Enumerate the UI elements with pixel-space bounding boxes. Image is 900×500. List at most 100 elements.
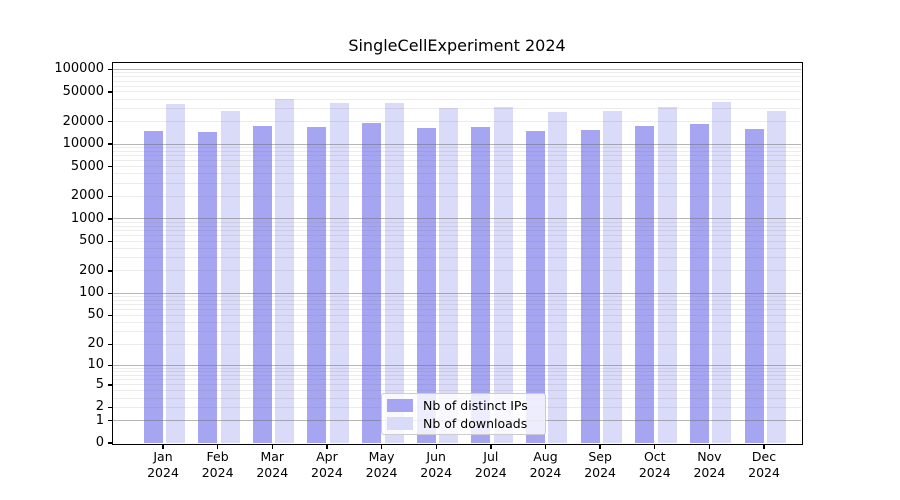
bar-distinct-ips-sep xyxy=(580,130,600,443)
gridline xyxy=(113,76,801,78)
y-tick xyxy=(107,121,113,123)
legend: Nb of distinct IPs Nb of downloads xyxy=(381,393,546,435)
gridline xyxy=(113,299,801,301)
x-tick xyxy=(490,444,492,449)
legend-item-downloads: Nb of downloads xyxy=(387,416,545,431)
y-tick-label: 20 xyxy=(87,336,104,352)
y-tick xyxy=(107,240,113,242)
y-tick-label: 2000 xyxy=(70,188,104,204)
legend-swatch-downloads xyxy=(387,416,413,430)
gridline xyxy=(113,292,801,294)
bar-distinct-ips-jul xyxy=(471,127,491,443)
legend-item-distinct-ips: Nb of distinct IPs xyxy=(387,398,545,413)
bar-distinct-ips-feb xyxy=(198,132,218,443)
y-tick xyxy=(107,343,113,345)
x-tick xyxy=(326,444,328,449)
x-tick-label: May 2024 xyxy=(365,449,398,480)
bar-distinct-ips-may xyxy=(362,123,382,443)
x-tick xyxy=(380,444,383,449)
gridline xyxy=(113,229,801,231)
x-tick-label: Aug 2024 xyxy=(529,449,562,480)
bar-downloads-jul xyxy=(493,107,513,443)
gridline xyxy=(113,343,801,345)
y-tick-label: 5000 xyxy=(70,158,104,174)
gridline xyxy=(113,68,801,70)
y-tick-label: 50 xyxy=(87,307,104,323)
bar-distinct-ips-jun xyxy=(416,128,436,443)
y-tick-label: 100 xyxy=(79,285,104,301)
bar-downloads-dec xyxy=(767,110,787,443)
bar-downloads-may xyxy=(384,103,404,443)
gridline xyxy=(113,367,801,369)
gridline xyxy=(113,218,801,220)
y-tick xyxy=(107,314,113,317)
gridline xyxy=(113,314,801,316)
bar-downloads-aug xyxy=(548,111,568,443)
x-tick-label: Jun 2024 xyxy=(420,449,453,480)
bar-distinct-ips-mar xyxy=(252,125,272,443)
y-tick xyxy=(107,270,113,272)
gridline xyxy=(113,221,801,223)
y-tick xyxy=(107,195,113,198)
gridline xyxy=(113,182,801,184)
y-tick-label: 100000 xyxy=(54,61,104,77)
y-tick-label: 0 xyxy=(95,435,104,450)
gridline xyxy=(113,375,801,377)
y-tick xyxy=(107,419,113,422)
x-tick-label: Jan 2024 xyxy=(147,449,179,480)
y-tick-label: 1000 xyxy=(70,210,104,226)
y-tick-label: 5 xyxy=(95,376,104,392)
legend-label-distinct-ips: Nb of distinct IPs xyxy=(423,397,528,413)
legend-swatch-distinct-ips xyxy=(387,398,413,412)
legend-label-downloads: Nb of downloads xyxy=(423,415,528,431)
y-tick-label: 1 xyxy=(95,412,104,428)
x-tick-label: Nov 2024 xyxy=(693,449,726,480)
x-tick-label: Sep 2024 xyxy=(584,449,617,480)
gridline xyxy=(113,91,801,93)
gridline xyxy=(113,173,801,175)
y-tick xyxy=(107,91,113,93)
gridline xyxy=(113,166,801,168)
bar-downloads-jan xyxy=(166,103,185,443)
gridline xyxy=(113,234,801,236)
bar-downloads-jun xyxy=(439,107,459,443)
y-tick-label: 20000 xyxy=(62,113,104,129)
gridline xyxy=(113,296,801,298)
y-tick xyxy=(107,292,113,294)
x-tick-label: Feb 2024 xyxy=(201,449,234,480)
gridline xyxy=(113,304,801,306)
y-tick-label: 200 xyxy=(79,262,104,278)
gridline xyxy=(113,390,801,392)
gridline xyxy=(113,371,801,373)
bar-distinct-ips-jan xyxy=(143,130,163,443)
y-tick xyxy=(107,218,113,220)
bar-distinct-ips-nov xyxy=(689,123,709,443)
gridline xyxy=(113,147,801,149)
gridline xyxy=(113,160,801,162)
x-tick-label: Oct 2024 xyxy=(638,449,671,480)
gridline xyxy=(113,80,801,82)
y-tick-label: 500 xyxy=(79,233,104,249)
y-tick-label: 10 xyxy=(87,357,104,373)
bar-downloads-sep xyxy=(603,110,623,443)
chart-title: SingleCellExperiment 2024 xyxy=(348,36,566,55)
x-tick xyxy=(599,444,601,449)
gridline xyxy=(113,270,801,272)
gridline xyxy=(113,331,801,333)
bar-distinct-ips-oct xyxy=(635,126,655,443)
x-tick xyxy=(435,444,437,449)
x-tick xyxy=(271,444,273,449)
gridline xyxy=(113,257,801,259)
gridline xyxy=(113,98,801,100)
y-tick xyxy=(107,406,113,409)
x-tick-label: Apr 2024 xyxy=(311,449,343,480)
x-tick-label: Jul 2024 xyxy=(474,449,507,480)
bar-downloads-oct xyxy=(657,106,677,443)
y-tick xyxy=(107,68,113,71)
gridline xyxy=(113,108,801,110)
x-tick-label: Dec 2024 xyxy=(748,449,780,480)
y-tick-label: 50000 xyxy=(62,83,104,99)
gridline xyxy=(113,384,801,386)
y-tick-label: 10000 xyxy=(62,136,104,152)
